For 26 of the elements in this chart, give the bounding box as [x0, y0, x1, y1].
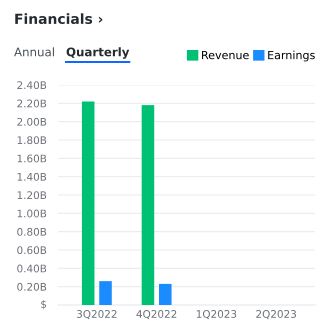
bar [142, 105, 154, 305]
x-tick-label: 3Q2022 [76, 310, 116, 320]
y-tick-label: 1.40B [18, 172, 46, 181]
bar [159, 284, 172, 305]
text: Annual [14, 47, 54, 56]
y-tick-label: 0.80B [17, 228, 46, 236]
y-tick-label: 2.20B [17, 100, 46, 108]
y-tick-label: 2.40B [17, 81, 46, 90]
x-tick-label: 2Q2023 [256, 310, 296, 320]
legend-label: Earnings [268, 50, 315, 62]
chart-title: Financials › [15, 13, 102, 24]
y-tick-label: 1.00B [18, 210, 46, 218]
text: Quarterly [66, 47, 130, 59]
x-tick-label: 1Q2023 [196, 310, 236, 320]
x-tick-label: 4Q2022 [136, 310, 176, 320]
bar [82, 102, 94, 305]
y-tick-label: 0.40B [17, 264, 46, 272]
y-tick-label: 2.00B [17, 118, 46, 126]
y-tick-label: 0.20B [17, 282, 46, 291]
legend-label: Revenue [202, 51, 249, 60]
y-tick-label: 1.20B [18, 191, 46, 200]
y-tick-label: 1.60B [18, 154, 46, 162]
y-tick-label: 0.60B [17, 246, 46, 254]
y-tick-label: 1.80B [18, 136, 46, 144]
y-tick-label: $ [41, 300, 46, 310]
bar [99, 281, 112, 305]
